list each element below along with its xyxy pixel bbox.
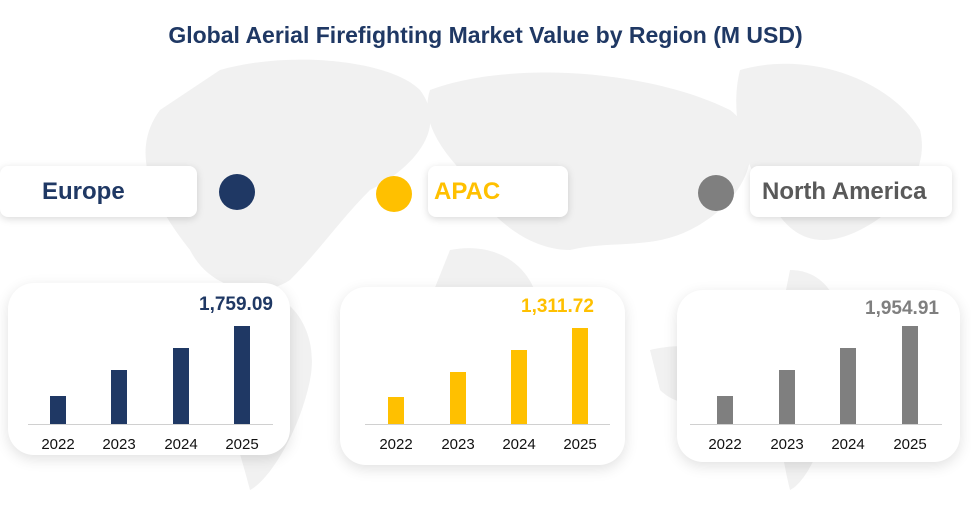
north-america-year-label: 2025 [893,436,927,453]
europe-year-label: 2025 [225,436,259,453]
apac-value-label: 1,311.72 [521,296,594,317]
europe-value-label: 1,759.09 [199,294,273,315]
europe-bar-2023 [111,370,127,424]
apac-x-axis [365,424,610,425]
north-america-bar-2025 [902,326,918,424]
legend-apac-label: APAC [434,178,501,205]
europe-bar-2024 [173,347,189,424]
north-america-x-axis [690,424,942,425]
apac-bar-2023 [450,371,466,424]
apac-bar-2022 [388,396,404,424]
apac-year-label: 2024 [502,436,536,453]
apac-marker-icon [376,176,412,212]
legend-europe: Europe [0,166,197,217]
europe-x-axis [28,424,273,425]
north-america-bar-2024 [840,347,856,424]
europe-bar-2025 [234,326,250,424]
north-america-bar-2022 [717,395,733,424]
north-america-year-label: 2022 [708,436,742,453]
chart-title: Global Aerial Firefighting Market Value … [168,22,803,48]
apac-bar-2024 [511,350,527,424]
north-america-value-label: 1,954.91 [865,298,939,319]
north-america-bar-2023 [779,369,795,424]
apac-year-label: 2022 [379,436,413,453]
legend-europe-label: Europe [42,177,125,205]
europe-bar-2022 [50,395,66,424]
europe-year-label: 2022 [41,436,75,453]
europe-year-label: 2024 [164,436,198,453]
europe-marker-icon [219,174,255,210]
north-america-year-label: 2023 [770,436,804,453]
legend-north-america-label: North America [762,177,927,205]
apac-year-label: 2025 [563,436,597,453]
north-america-marker-icon [698,175,734,211]
legend-north-america: North America [750,166,952,217]
north-america-year-label: 2024 [831,436,865,453]
legend-apac: APAC [428,166,568,217]
apac-bar-2025 [572,328,588,424]
apac-year-label: 2023 [441,436,475,453]
europe-year-label: 2023 [102,436,136,453]
